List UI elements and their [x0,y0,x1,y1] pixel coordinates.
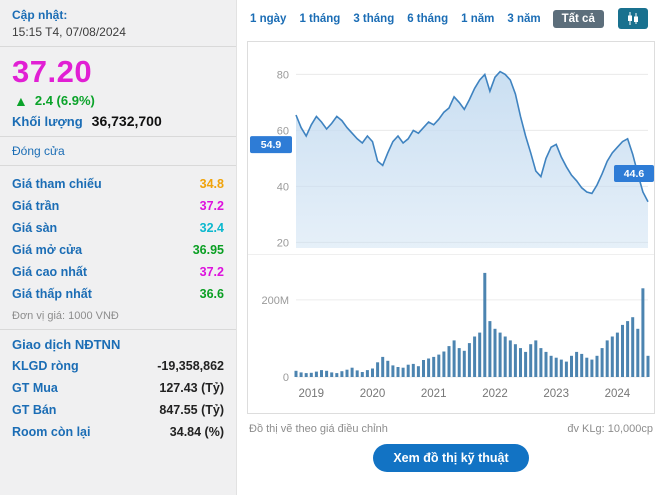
svg-text:2019: 2019 [299,388,325,400]
price-chart-wrap: 80 60 40 20 54.9 44.6 [248,42,654,255]
price-info-list: Giá tham chiếu 34.8 Giá trần 37.2 Giá sàn 32.… [12,173,224,305]
info-label: GT Bán [12,403,57,417]
info-label: Giá tham chiếu [12,177,102,191]
divider [0,136,236,137]
svg-text:54.9: 54.9 [261,139,282,151]
info-row: Giá trần 37.2 [12,195,224,217]
info-value: 847.55 (Tỷ) [159,403,224,417]
svg-text:20: 20 [277,237,289,249]
info-label: Room còn lại [12,425,91,439]
updated-time: 15:15 T4, 07/08/2024 [12,25,126,39]
svg-text:2024: 2024 [605,388,631,400]
info-label: KLGD ròng [12,359,79,373]
range-tab[interactable]: 3 tháng [353,12,395,25]
sidebar: Cập nhật: 15:15 T4, 07/08/2024 37.20 ▲ 2… [0,0,237,495]
info-value: 32.4 [199,221,224,235]
svg-text:200M: 200M [261,295,289,307]
info-row: GT Mua 127.43 (Tỷ) [12,377,224,399]
svg-text:2020: 2020 [360,388,386,400]
foreign-trading-header: Giao dịch NĐTNN [12,337,121,352]
svg-text:2021: 2021 [421,388,447,400]
info-value: -19,358,862 [157,359,224,373]
close-label: Đóng cửa [12,144,65,158]
change-value: 2.4 (6.9%) [34,93,95,108]
info-label: Giá sàn [12,221,58,235]
info-row: Room còn lại 34.84 (%) [12,421,224,443]
info-value: 36.95 [192,243,224,257]
svg-text:2023: 2023 [543,388,569,400]
svg-text:44.6: 44.6 [624,168,645,180]
up-arrow-icon: ▲ [14,92,28,109]
current-price: 37.20 [12,54,93,89]
info-label: Giá mở cửa [12,243,83,257]
svg-text:2022: 2022 [482,388,508,400]
range-tab[interactable]: 3 năm [507,12,541,25]
candlestick-icon [627,12,638,25]
updated-label: Cập nhật: [12,8,68,22]
volume-label: Khối lượng [12,114,83,129]
price-chart[interactable]: 80 60 40 20 54.9 44.6 [248,42,656,254]
chart-type-button[interactable] [617,8,648,29]
range-tab[interactable]: 6 tháng [407,12,449,25]
info-value: 36.6 [199,287,224,301]
info-row: Giá mở cửa 36.95 [12,239,224,261]
volume-row: Khối lượng 36,732,700 [12,113,224,129]
info-label: GT Mua [12,381,58,395]
info-row: Giá sàn 32.4 [12,217,224,239]
divider [0,329,236,330]
price-change: ▲ 2.4 (6.9%) [14,93,224,108]
info-label: Giá trần [12,199,60,213]
info-value: 34.8 [199,177,224,191]
info-row: Giá tham chiếu 34.8 [12,173,224,195]
info-value: 37.2 [199,265,224,279]
svg-text:80: 80 [277,69,289,81]
foreign-info-list: KLGD ròng -19,358,862 GT Mua 127.43 (Tỷ) GT … [12,355,224,443]
range-tab[interactable]: Tất cả [552,9,604,28]
divider [0,165,236,166]
svg-text:60: 60 [277,125,289,137]
info-value: 127.43 (Tỷ) [159,381,224,395]
info-row: Giá cao nhất 37.2 [12,261,224,283]
range-tabs: 1 ngày 1 tháng 3 tháng 6 tháng 1 năm 3 năm Tất… [249,9,604,28]
volume-chart[interactable]: 200M 0 2019 2020 2021 2022 2023 2024 [248,255,656,413]
info-value: 37.2 [199,199,224,213]
svg-text:40: 40 [277,181,289,193]
info-row: KLGD ròng -19,358,862 [12,355,224,377]
range-tab[interactable]: 1 ngày [250,12,287,25]
chart-footnotes: Đồ thị vẽ theo giá điều chỉnh đv KLg: 10… [247,414,655,435]
technical-chart-button[interactable]: Xem đồ thị kỹ thuật [373,444,529,472]
chart-area: 1 ngày 1 tháng 3 tháng 6 tháng 1 năm 3 năm Tất… [237,0,663,495]
divider [0,46,236,47]
info-row: GT Bán 847.55 (Tỷ) [12,399,224,421]
volume-unit-note: đv KLg: 10,000cp [567,423,653,435]
svg-text:0: 0 [283,372,289,384]
info-value: 34.84 (%) [169,425,224,439]
range-tab[interactable]: 1 năm [461,12,495,25]
info-label: Giá thấp nhất [12,287,92,301]
range-toolbar: 1 ngày 1 tháng 3 tháng 6 tháng 1 năm 3 năm Tất… [247,8,655,29]
range-tab[interactable]: 1 tháng [299,12,341,25]
adjusted-price-note: Đồ thị vẽ theo giá điều chỉnh [249,423,388,435]
chart-panel: 80 60 40 20 54.9 44.6 200M 0 2019 2020 2021 2022 20… [247,41,655,414]
info-label: Giá cao nhất [12,265,88,279]
volume-value: 36,732,700 [91,113,162,129]
price-unit-note: Đơn vị giá: 1000 VNĐ [12,310,119,322]
info-row: Giá thấp nhất 36.6 [12,283,224,305]
